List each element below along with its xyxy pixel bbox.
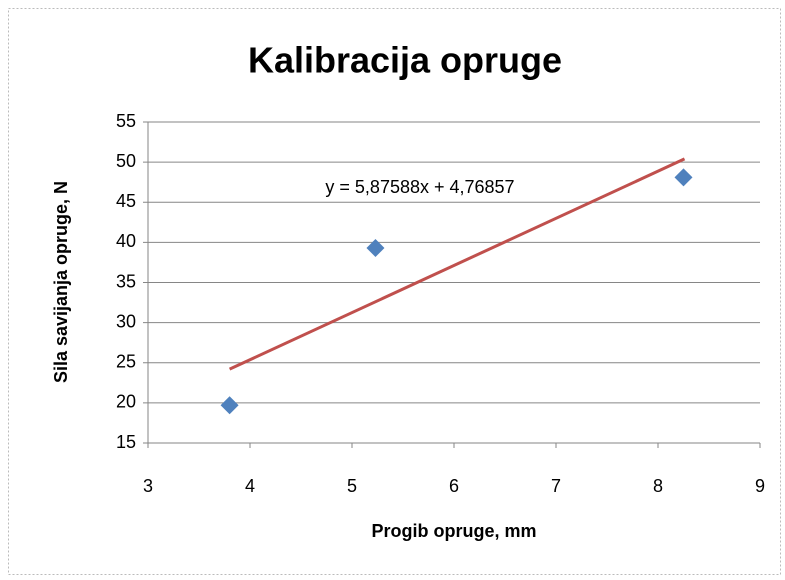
trendline xyxy=(228,157,686,371)
y-tick-label: 20 xyxy=(116,392,136,412)
y-tick-label: 30 xyxy=(116,311,136,331)
data-point xyxy=(366,238,385,257)
x-tick-label: 5 xyxy=(347,476,357,496)
x-tick-label: 9 xyxy=(755,476,765,496)
y-tick-label: 55 xyxy=(116,111,136,131)
y-tick-label: 45 xyxy=(116,191,136,211)
chart-title: Kalibracija opruge xyxy=(248,40,562,81)
data-point xyxy=(220,396,239,415)
trendline-equation: y = 5,87588x + 4,76857 xyxy=(325,177,514,197)
data-point xyxy=(674,168,693,187)
y-tick-label: 40 xyxy=(116,231,136,251)
y-axis-label: Sila savijanja opruge, N xyxy=(51,181,71,383)
x-axis-label: Progib opruge, mm xyxy=(371,521,536,541)
y-tick-label: 50 xyxy=(116,151,136,171)
x-tick-label: 8 xyxy=(653,476,663,496)
x-tick-label: 4 xyxy=(245,476,255,496)
y-tick-label: 25 xyxy=(116,352,136,372)
x-tick-label: 3 xyxy=(143,476,153,496)
y-tick-label: 35 xyxy=(116,271,136,291)
x-tick-label: 7 xyxy=(551,476,561,496)
chart-border xyxy=(8,8,781,575)
y-tick-label: 15 xyxy=(116,432,136,452)
x-tick-label: 6 xyxy=(449,476,459,496)
